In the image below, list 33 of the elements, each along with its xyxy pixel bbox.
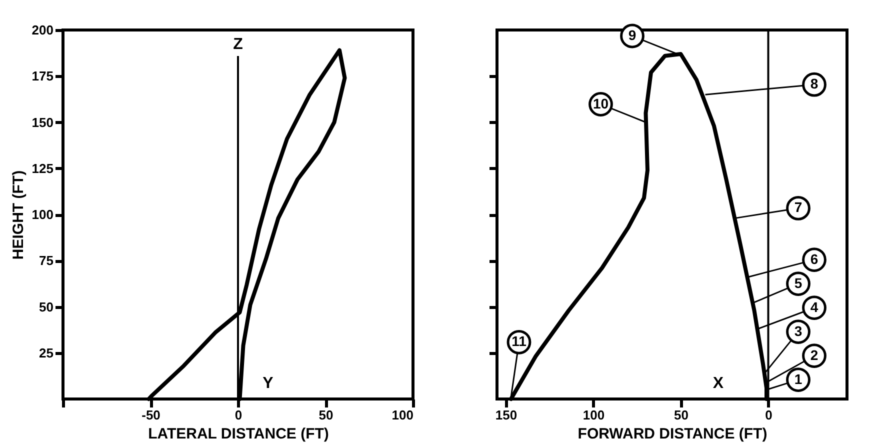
annotation: 2 xyxy=(810,346,818,363)
y-tick-label: 150 xyxy=(32,114,54,130)
annotation: 9 xyxy=(628,26,636,43)
x-tick-label: 50 xyxy=(674,408,688,422)
annotation: 3 xyxy=(794,322,802,339)
annotation: 1 xyxy=(794,370,802,387)
annotation: 10 xyxy=(592,95,609,112)
annotation: 5 xyxy=(794,274,802,291)
y-tick-label: 175 xyxy=(32,68,54,84)
x-tick-label: -50 xyxy=(142,408,160,422)
y-tick-label: 50 xyxy=(39,299,54,314)
y-tick-label: 200 xyxy=(32,22,54,38)
x-tick-label: 0 xyxy=(765,408,772,422)
x-tick-label: 100 xyxy=(392,408,414,422)
y-tick-label: 100 xyxy=(32,207,54,222)
x-tick-label: 100 xyxy=(582,408,605,422)
x-axis-title: LATERAL DISTANCE (FT) xyxy=(148,426,329,442)
annotation: 8 xyxy=(810,76,818,92)
y-axis-title: HEIGHT (FT) xyxy=(10,170,27,260)
annotation: 11 xyxy=(512,333,527,350)
annotation: 4 xyxy=(810,298,818,315)
annotation: Y xyxy=(262,375,274,392)
y-tick-label: 25 xyxy=(39,345,54,360)
y-tick-label: 125 xyxy=(32,160,54,176)
y-tick-label: 75 xyxy=(39,253,54,268)
x-axis-title: FORWARD DISTANCE (FT) xyxy=(578,426,768,442)
annotation: 6 xyxy=(810,250,818,267)
annotation: 7 xyxy=(794,199,802,216)
x-tick-label: 50 xyxy=(318,408,334,422)
annotation: X xyxy=(712,375,724,392)
x-tick-label: 150 xyxy=(495,408,518,422)
x-tick-label: 0 xyxy=(234,408,242,422)
ref-line-label: Z xyxy=(233,36,244,53)
